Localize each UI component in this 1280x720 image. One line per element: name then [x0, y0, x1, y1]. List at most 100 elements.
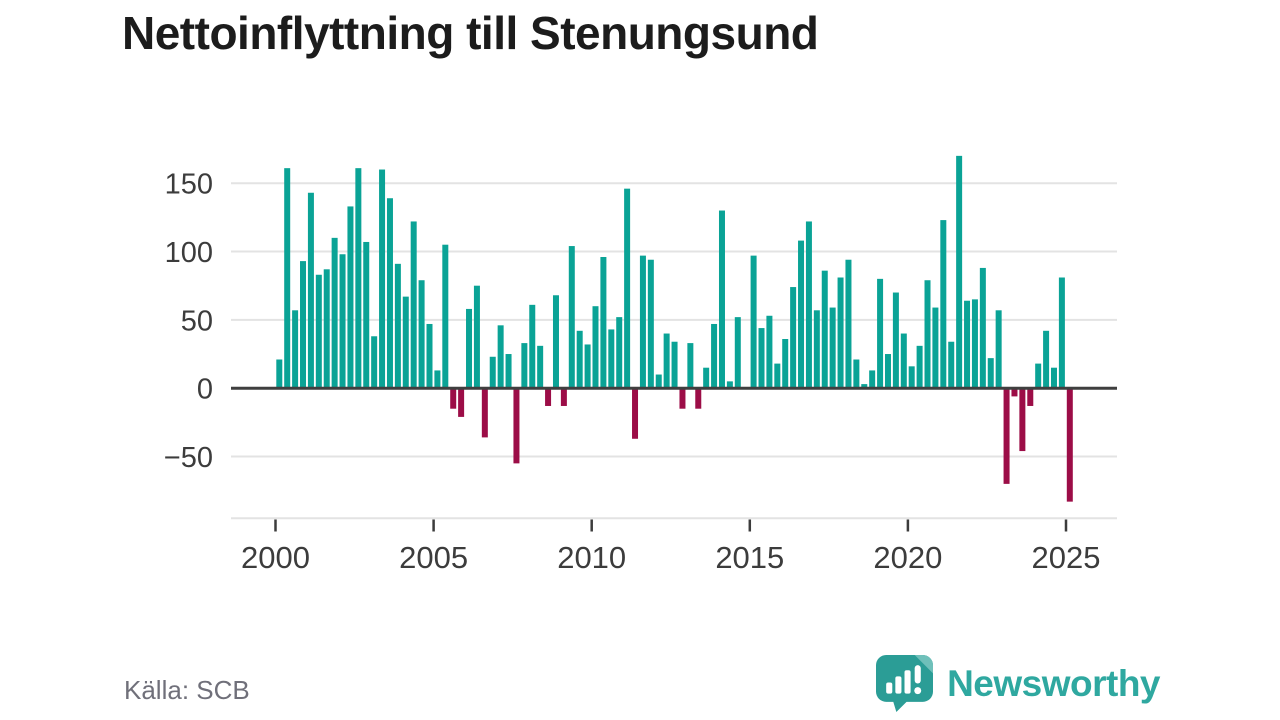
x-tick-label-2005: 2005 [399, 540, 468, 575]
page-title: Nettoinflyttning till Stenungsund [122, 7, 819, 59]
bar-q13 [379, 169, 386, 389]
speech-bubble-shape [876, 655, 934, 712]
bar-q54 [703, 367, 710, 389]
bar-q36 [560, 388, 567, 406]
bar-q48 [655, 374, 662, 389]
bar-q55 [711, 323, 718, 389]
bar-q25 [473, 285, 480, 389]
bar-q12 [371, 336, 378, 389]
bar-q17 [410, 221, 417, 389]
bar-q20 [434, 370, 441, 389]
bar-q16 [402, 296, 409, 389]
bar-q5 [315, 274, 322, 389]
bar-q41 [600, 257, 607, 389]
bar-q90 [987, 358, 994, 389]
bar-q23 [458, 388, 465, 417]
bar-q44 [624, 188, 631, 389]
bar-q9 [347, 206, 354, 389]
bar-q30 [513, 388, 520, 464]
bar-q77 [884, 354, 891, 389]
bar-q79 [900, 333, 907, 389]
bar-q57 [726, 381, 733, 389]
bar-q47 [647, 259, 654, 389]
bar-q85 [948, 341, 955, 389]
bar-q26 [481, 388, 488, 438]
bar-q31 [521, 343, 528, 389]
bar-q60 [750, 255, 757, 389]
y-tick-label-50: 50 [181, 305, 213, 337]
bar-q32 [529, 304, 536, 389]
bar-q99 [1058, 277, 1065, 389]
bar-q91 [995, 310, 1002, 389]
bar-q43 [616, 317, 623, 389]
bar-q6 [323, 269, 330, 389]
newsworthy-logo[interactable]: Newsworthy [876, 655, 1160, 712]
bar-q66 [798, 240, 805, 389]
bar-q95 [1027, 388, 1034, 406]
bar-q88 [971, 299, 978, 389]
bar-q18 [418, 280, 425, 389]
bar-q46 [639, 255, 646, 389]
bar-q27 [489, 356, 496, 389]
bar-q74 [861, 384, 868, 389]
bar-q49 [663, 333, 670, 389]
bar-q22 [450, 388, 457, 409]
x-tick-label-2015: 2015 [715, 540, 784, 575]
bar-q86 [956, 155, 963, 389]
bar-q53 [695, 388, 702, 409]
bar-q34 [545, 388, 552, 406]
bar-q35 [552, 295, 559, 389]
bar-q8 [339, 254, 346, 389]
bar-q52 [687, 343, 694, 389]
bar-q76 [877, 278, 884, 389]
bar-q97 [1043, 330, 1050, 389]
bar-q29 [505, 354, 512, 389]
bar-q2 [292, 310, 299, 389]
bar-q58 [734, 317, 741, 389]
bar-q84 [940, 220, 947, 389]
bar-q70 [829, 307, 836, 389]
bar-q69 [821, 270, 828, 389]
bar-q68 [813, 310, 820, 389]
y-tick-label-150: 150 [165, 169, 213, 201]
y-tick-label-0: 0 [197, 374, 213, 406]
bar-q50 [671, 341, 678, 389]
bar-q73 [853, 359, 860, 389]
footer: Källa: SCB Newsworthy [0, 655, 1280, 720]
x-tick-label-2000: 2000 [241, 540, 310, 575]
x-tick-label-2025: 2025 [1032, 540, 1101, 575]
bar-q56 [718, 210, 725, 389]
bar-q94 [1019, 388, 1026, 452]
bar-q38 [576, 330, 583, 389]
bar-q92 [1003, 388, 1010, 484]
newsworthy-logo-icon [876, 655, 934, 712]
bar-q80 [908, 366, 915, 389]
bar-q33 [537, 345, 544, 389]
bar-q15 [394, 263, 401, 389]
bar-q7 [331, 237, 338, 389]
bar-q81 [916, 345, 923, 389]
source-label: Källa: SCB [124, 675, 250, 705]
bar-q96 [1035, 363, 1042, 389]
bar-q28 [497, 325, 504, 389]
bar-q62 [766, 315, 773, 389]
y-tick-label--50: −50 [164, 442, 213, 474]
bar-q93 [1011, 388, 1018, 397]
bar-q82 [924, 280, 931, 389]
bar-q11 [363, 241, 370, 389]
bar-q83 [932, 307, 939, 389]
bar-q10 [355, 168, 362, 389]
bar-q65 [790, 287, 797, 389]
bar-q1 [284, 168, 291, 389]
bar-q98 [1050, 367, 1057, 389]
bar-q64 [782, 339, 789, 389]
bar-q14 [386, 198, 393, 389]
x-tick-label-2020: 2020 [873, 540, 942, 575]
bar-q21 [442, 244, 449, 389]
bar-q75 [869, 370, 876, 389]
bar-q3 [300, 261, 307, 389]
bar-q78 [892, 292, 899, 389]
bar-q37 [568, 246, 575, 389]
bar-q42 [608, 329, 615, 389]
newsworthy-wordmark: Newsworthy [947, 662, 1160, 704]
